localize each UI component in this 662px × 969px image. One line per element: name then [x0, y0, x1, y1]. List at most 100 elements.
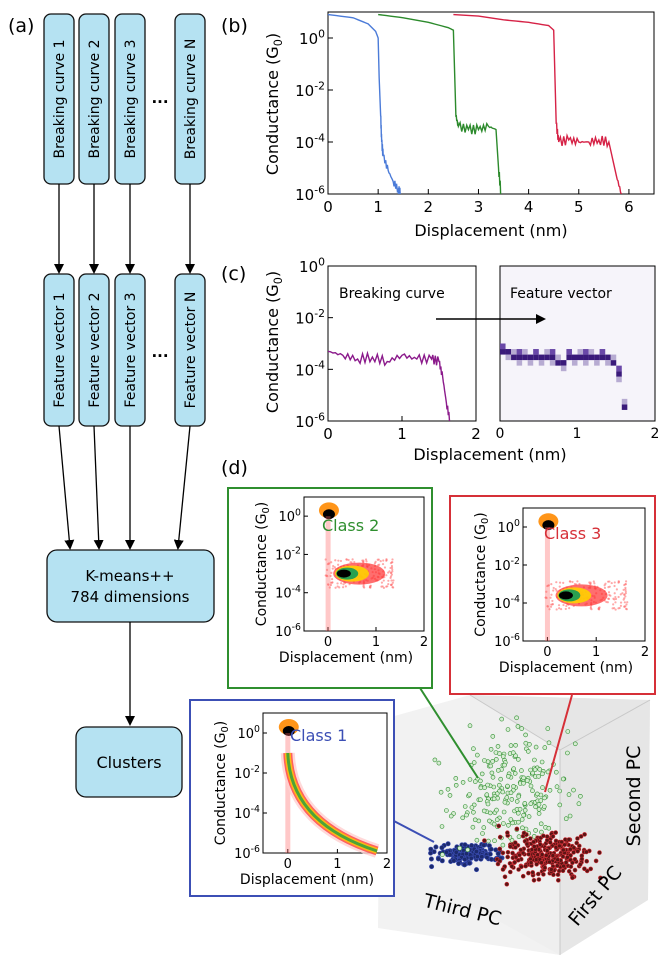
density-point: [336, 582, 339, 585]
scatter-point-class2: [465, 847, 471, 853]
fv-cell: [549, 349, 556, 355]
scatter-point-class2: [501, 809, 507, 815]
scatter-point-class2: [496, 782, 502, 788]
scatter-point-class3: [542, 865, 548, 871]
scatter-point-class3: [526, 851, 532, 857]
density-point: [338, 586, 341, 589]
scatter-point-class1: [473, 848, 479, 854]
density-point: [565, 604, 568, 608]
scatter-point-class2: [536, 807, 542, 812]
inset-x-label: Displacement (nm): [279, 650, 413, 666]
scatter-point-class3: [505, 854, 511, 860]
density-core: [322, 509, 335, 520]
density-point: [619, 601, 623, 604]
panel-label-a: (a): [8, 15, 34, 37]
breaking-curve-title: Breaking curve: [339, 286, 445, 302]
fv-cell: [583, 354, 589, 361]
scatter-point-class2: [541, 804, 547, 809]
scatter-point-class2: [474, 837, 480, 843]
x-axis-label-c: Displacement (nm): [413, 445, 566, 464]
class1-label: Class 1: [290, 726, 347, 745]
scatter-point-class2: [536, 811, 542, 816]
y-tick-label: 10-6: [494, 632, 520, 650]
scatter-point-class2: [521, 812, 526, 818]
fv-cell: [605, 354, 611, 361]
scatter-point-class3: [500, 867, 506, 872]
density-point: [336, 585, 339, 588]
fv-cell: [533, 354, 539, 361]
density-point: [562, 581, 565, 584]
scatter-point-class3: [593, 858, 599, 864]
scatter-point-class2: [491, 796, 497, 802]
density-point: [613, 584, 616, 588]
density-point: [623, 605, 626, 608]
scatter-point-class2: [565, 729, 571, 734]
scatter-point-class2: [509, 797, 515, 802]
density-point: [337, 563, 340, 566]
scatter-point-class2: [485, 782, 490, 788]
scatter-point-class3: [523, 863, 529, 869]
scatter-point-class2: [499, 716, 505, 722]
feature-vector-plot: Feature vector 0 1 2: [496, 265, 659, 442]
y-tick-label: 10-4: [494, 594, 520, 612]
density-point: [373, 562, 377, 565]
density-point: [332, 564, 335, 568]
scatter-point-class2: [493, 757, 499, 762]
y-tick-label: 10-4: [295, 359, 325, 380]
fv-cell: [571, 360, 578, 366]
density-point: [353, 561, 356, 564]
scatter-point-class1: [456, 861, 462, 867]
scatter-point-class2: [467, 792, 472, 797]
scatter-point-class2: [471, 746, 476, 752]
density-point: [351, 558, 354, 561]
y-tick-label: 10-2: [494, 556, 520, 574]
scatter-point-class3: [497, 846, 503, 852]
feature-vector-label-2: Feature vector 2: [87, 292, 103, 407]
scatter-point-class2: [493, 750, 499, 755]
scatter-point-class2: [482, 758, 487, 763]
scatter-point-class2: [494, 807, 499, 813]
class1-plot: 10-6 10-4 10-2 100 0 1 2 Conductance (G0) Displa…: [213, 712, 391, 888]
scatter-point-class2: [528, 767, 533, 773]
scatter-point-class2: [487, 818, 492, 824]
scatter-point-class2: [486, 838, 491, 844]
scatter-point-class3: [554, 863, 560, 869]
fv-cell: [516, 349, 523, 355]
scatter-point-class2: [542, 745, 548, 750]
scatter-point-class3: [566, 868, 572, 874]
scatter-point-class2: [474, 752, 480, 758]
density-point: [559, 608, 563, 611]
density-point: [612, 603, 615, 606]
density-point: [391, 586, 394, 589]
scatter-point-class1: [495, 851, 501, 857]
scatter-point-class2: [557, 788, 563, 794]
scatter-point-class2: [528, 801, 534, 807]
scatter-point-class3: [495, 861, 501, 867]
density-point: [589, 582, 592, 585]
fv-cell: [577, 354, 584, 361]
scatter-point-class3: [519, 864, 524, 870]
density-point: [607, 591, 611, 594]
scatter-point-class2: [502, 799, 508, 805]
x-tick-label: 2: [641, 645, 649, 660]
fv-cell: [621, 404, 628, 410]
scatter-point-class3: [555, 872, 561, 877]
density-point: [555, 589, 558, 592]
density-point: [550, 593, 553, 596]
scatter-point-class2: [533, 828, 538, 833]
density-point: [623, 601, 626, 604]
scatter-point-class3: [520, 850, 526, 856]
pca-3d-box: [378, 694, 651, 955]
scatter-point-class2: [490, 774, 496, 780]
scatter-point-class1: [447, 852, 453, 858]
scatter-point-class2: [511, 766, 517, 772]
density-point: [607, 580, 610, 583]
density-tail: [544, 527, 550, 641]
scatter-point-class1: [474, 854, 480, 860]
scatter-point-class3: [509, 863, 515, 869]
plot-c: 10-6 10-4 10-2 100 0 1 2 Breaking curve: [295, 255, 481, 443]
scatter-point-class3: [557, 843, 562, 849]
x-tick-label: 3: [474, 198, 484, 216]
x-tick-label: 5: [574, 198, 584, 216]
fv-cell: [577, 349, 584, 355]
